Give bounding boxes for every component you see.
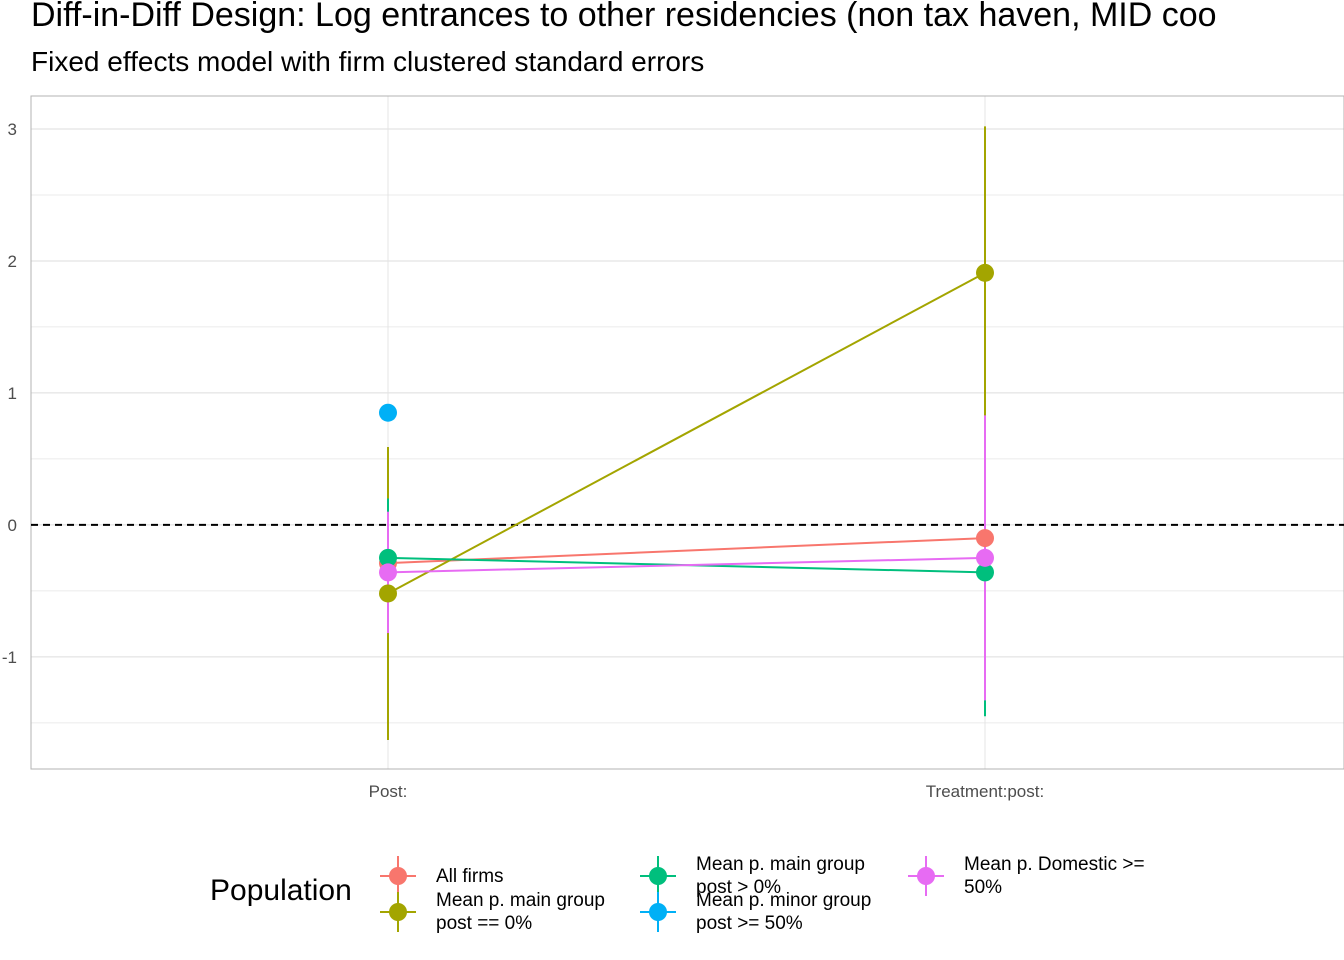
legend-key-point [389,903,407,921]
data-point [976,548,994,567]
legend-item: Mean p. Domestic >= 50% [906,853,1166,899]
legend-title: Population [210,874,352,907]
legend-label: Mean p. minor group post >= 50% [696,890,872,934]
data-point [976,529,994,548]
legend-key [640,856,676,896]
y-tick-label: 3 [8,120,17,139]
y-tick-label: -1 [2,648,17,667]
data-points [379,263,994,603]
legend-key-point [649,903,667,921]
legend: Population All firms Mean p. main group p… [0,840,1344,950]
legend-key-point [649,867,667,885]
chart-subtitle: Fixed effects model with firm clustered … [31,46,705,77]
legend-key [908,856,944,896]
x-tick-label: Treatment:post: [926,782,1044,801]
legend-item: Mean p. main group post == 0% [378,889,638,935]
data-point [379,563,397,582]
data-point [976,263,994,282]
legend-item: Mean p. main group post > 0% [638,853,898,899]
legend-key-point [917,867,935,885]
legend-key-point [389,867,407,885]
y-tick-label: 2 [8,252,17,271]
y-tick-label: 0 [8,516,17,535]
legend-item: All firms [378,853,638,899]
legend-key [380,892,416,932]
legend-label: Mean p. Domestic >= 50% [964,854,1145,898]
axis-layer: -1 0 1 2 3 Post: Treatment:post: [2,95,1344,801]
y-tick-label: 1 [8,384,17,403]
legend-item: Mean p. minor group post >= 50% [638,889,898,935]
data-point [976,563,994,582]
panel-border [30,95,1344,770]
x-tick-label: Post: [369,782,408,801]
series-line [387,271,986,595]
data-point [379,584,397,603]
chart-title: Diff-in-Diff Design: Log entrances to ot… [31,0,1217,34]
series-lines [387,271,986,595]
legend-label: Mean p. main group post > 0% [696,854,865,898]
plot-area: -1 0 1 2 3 Post: Treatment:post: [2,95,1344,801]
legend-label: All firms [436,866,504,887]
legend-key [640,892,676,932]
data-point [379,403,397,422]
series-line [387,537,986,565]
legend-label: Mean p. main group post == 0% [436,890,605,934]
legend-key [380,856,416,896]
data-point [379,548,397,567]
series-line [387,556,986,574]
